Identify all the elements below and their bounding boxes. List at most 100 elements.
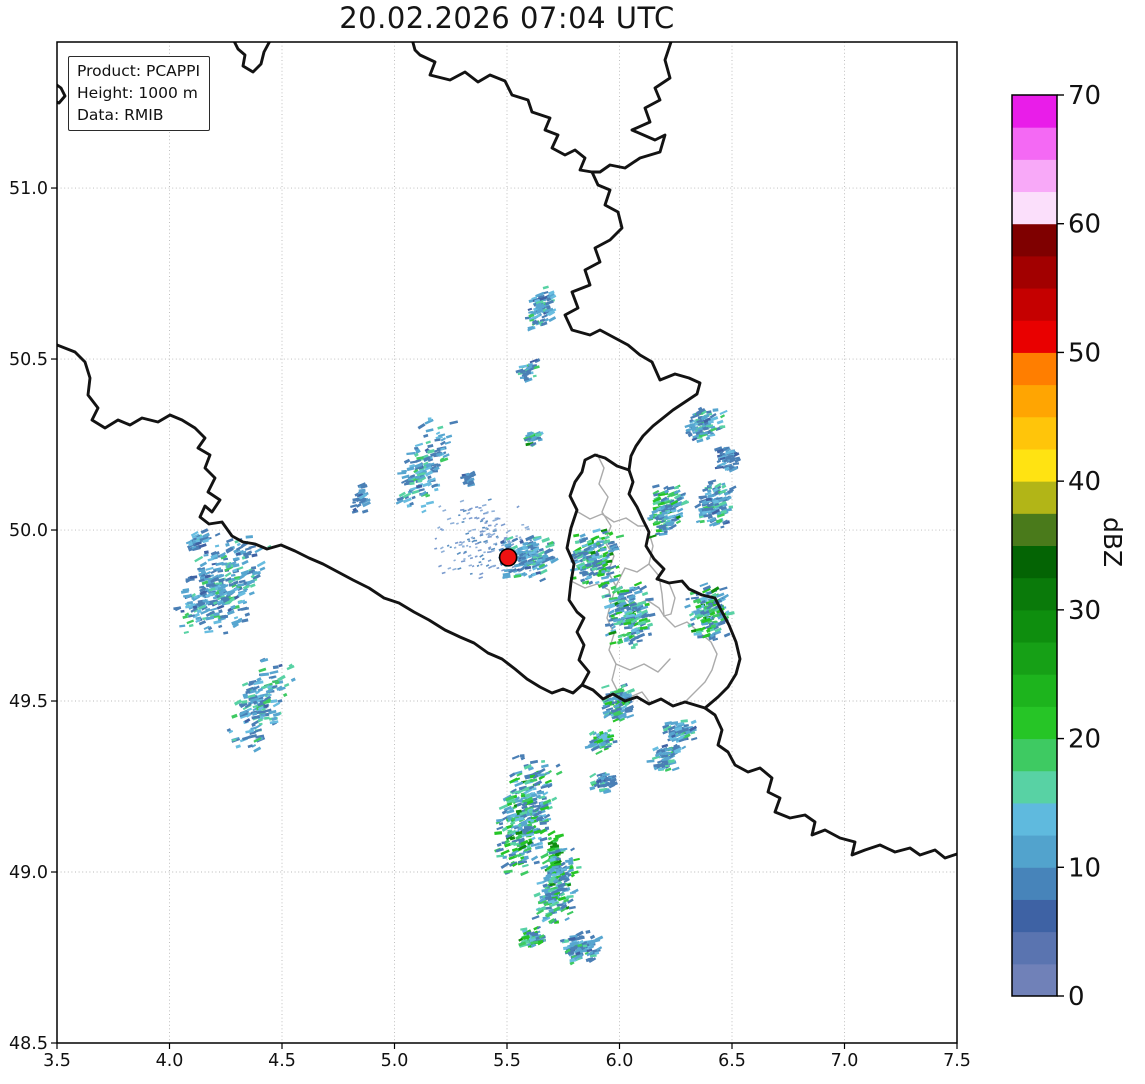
colorbar-segment: [1012, 320, 1057, 353]
x-tick-label: 4.0: [156, 1051, 184, 1071]
colorbar-segment: [1012, 127, 1057, 160]
colorbar-tick-label: 30: [1068, 596, 1101, 626]
colorbar-segment: [1012, 770, 1057, 804]
echo-cluster: [601, 577, 656, 650]
colorbar-segment: [1012, 223, 1057, 257]
colorbar-segment: [1012, 545, 1057, 579]
echo-cluster: [646, 743, 682, 772]
info-line-height: Height: 1000 m: [77, 84, 198, 102]
country-border: [57, 343, 584, 695]
echo-cluster: [395, 417, 459, 514]
region-border: [615, 563, 650, 587]
colorbar: 0 10 20 30 40 50 60 70: [1011, 81, 1101, 1012]
echo-cluster: [589, 771, 618, 794]
region-border: [596, 453, 617, 603]
colorbar-segment: [1012, 963, 1057, 997]
region-border: [663, 615, 718, 703]
region-border: [577, 511, 648, 527]
colorbar-tick-label: 20: [1068, 725, 1101, 755]
echo-cluster: [523, 430, 544, 448]
y-tick-label: 49.5: [9, 692, 48, 712]
colorbar-segment: [1012, 642, 1057, 675]
echo-cluster: [647, 484, 690, 539]
colorbar-segment: [1012, 899, 1057, 933]
x-tick-label: 4.5: [268, 1051, 296, 1071]
colorbar-segment: [1012, 416, 1057, 450]
info-line-data: Data: RMIB: [77, 106, 164, 124]
echo-cluster: [498, 534, 559, 583]
colorbar-segment: [1012, 95, 1057, 128]
y-tick-label: 49.0: [9, 863, 48, 883]
country-border: [580, 683, 707, 710]
x-tick-label: 6.0: [606, 1051, 634, 1071]
country-border: [232, 42, 272, 74]
echo-cluster: [185, 528, 210, 552]
product-info-box: Product: PCAPPI Height: 1000 m Data: RMI…: [68, 56, 211, 131]
colorbar-tick-label: 60: [1068, 210, 1101, 240]
colorbar-segment: [1012, 191, 1057, 225]
colorbar-segment: [1012, 867, 1057, 900]
x-tick-label: 3.5: [43, 1051, 71, 1071]
echo-cluster: [460, 470, 477, 488]
colorbar-segment: [1012, 448, 1057, 482]
colorbar-segment: [1012, 802, 1057, 836]
region-border: [615, 658, 671, 673]
colorbar-segment: [1012, 255, 1057, 289]
radar-echo-layer: [173, 285, 742, 966]
country-border: [565, 453, 631, 687]
echo-cluster: [714, 446, 742, 473]
colorbar-axis-label: dBZ: [1098, 517, 1127, 568]
x-tick-label: 5.0: [381, 1051, 409, 1071]
country-border: [411, 42, 594, 174]
colorbar-segment: [1012, 674, 1057, 707]
x-tick-label: 7.5: [943, 1051, 971, 1071]
colorbar-frame: [1011, 94, 1058, 997]
colorbar-segment: [1012, 288, 1057, 321]
echo-cluster: [173, 532, 272, 635]
echo-cluster: [569, 528, 625, 589]
info-line-product: Product: PCAPPI: [77, 62, 201, 80]
echo-cluster: [518, 925, 547, 949]
radar-site-marker: [498, 548, 518, 567]
echo-cluster: [584, 728, 618, 756]
echo-cluster: [662, 719, 698, 751]
colorbar-tick-label: 10: [1068, 853, 1101, 883]
colorbar-segment: [1012, 609, 1057, 643]
x-tick-label: 5.5: [493, 1051, 521, 1071]
colorbar-segment: [1012, 352, 1057, 386]
axis-labels: 3.5 4.0 4.5 5.0 5.5 6.0 6.5 7.0 7.5 48.5 49.0 49.5 5…: [9, 179, 971, 1071]
echo-cluster: [515, 358, 541, 383]
echo-cluster: [350, 482, 371, 514]
region-border: [648, 563, 665, 617]
y-tick-label: 50.0: [9, 521, 48, 541]
colorbar-tick-label: 0: [1068, 982, 1085, 1012]
country-border: [563, 170, 702, 472]
country-border: [590, 42, 673, 174]
colorbar-segment: [1012, 513, 1057, 546]
colorbar-tick-label: 50: [1068, 338, 1101, 368]
y-tick-label: 48.5: [9, 1034, 48, 1054]
country-border: [627, 468, 742, 710]
y-tick-label: 50.5: [9, 350, 48, 370]
y-tick-label: 51.0: [9, 179, 48, 199]
colorbar-segment: [1012, 931, 1057, 965]
colorbar-segment: [1012, 738, 1057, 772]
echo-cluster: [226, 657, 296, 753]
country-border: [703, 706, 957, 860]
colorbar-tick-label: 40: [1068, 467, 1101, 497]
region-border: [663, 582, 676, 617]
x-tick-label: 6.5: [718, 1051, 746, 1071]
echo-cluster: [684, 406, 728, 443]
region-border: [606, 601, 619, 693]
colorbar-segment: [1012, 481, 1057, 514]
echo-cluster: [531, 847, 582, 931]
colorbar-segment: [1012, 706, 1057, 740]
echo-cluster: [494, 754, 563, 877]
colorbar-segment: [1012, 384, 1057, 418]
echo-cluster: [694, 479, 737, 529]
colorbar-segment: [1012, 577, 1057, 611]
colorbar-segment: [1012, 159, 1057, 193]
country-borders-layer: [57, 42, 957, 860]
